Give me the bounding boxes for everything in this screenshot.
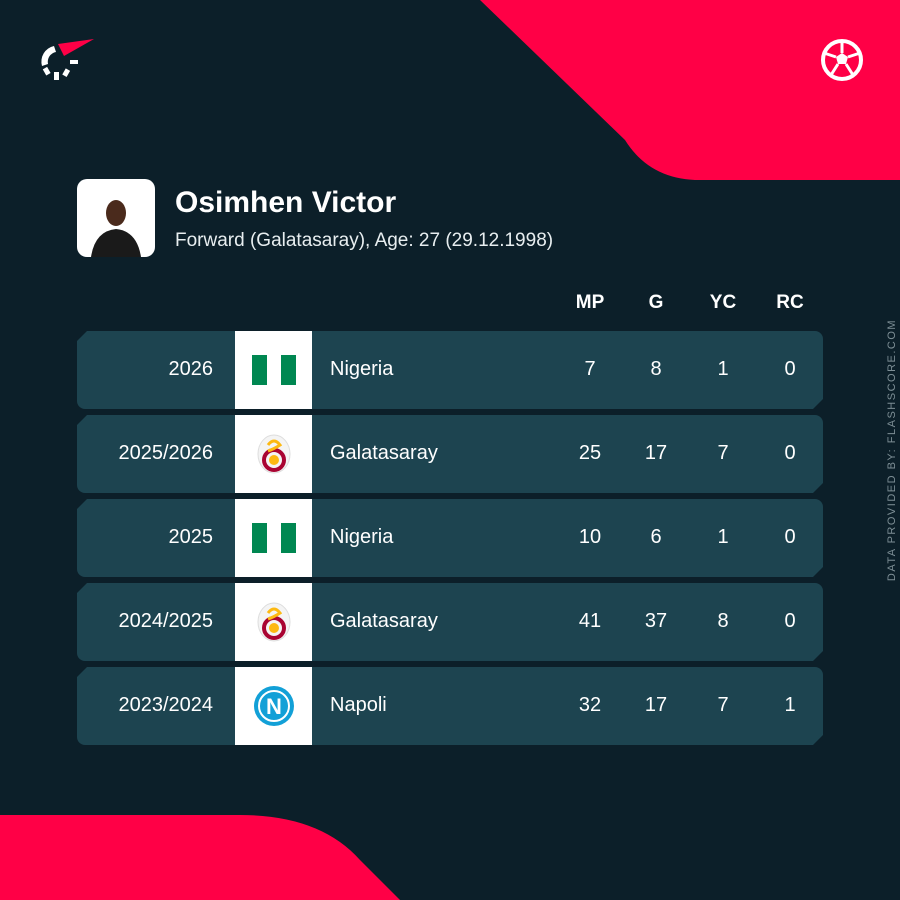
team-logo [235,331,312,409]
header-yc: YC [709,292,737,313]
stat-yc: 7 [717,442,729,464]
stat-g: 17 [644,442,668,464]
galatasaray-crest-icon [256,433,292,475]
stat-mp: 41 [578,610,602,632]
stat-g: 8 [650,358,662,380]
stat-mp: 7 [584,358,596,380]
player-photo [77,179,155,257]
team-name: Napoli [330,694,387,716]
stat-g: 37 [644,610,668,632]
team-name: Galatasaray [330,442,438,464]
stat-rc: 0 [784,610,796,632]
stat-g: 6 [650,526,662,548]
stat-mp: 32 [578,694,602,716]
galatasaray-crest-icon [256,601,292,643]
header-rc: RC [776,292,804,313]
table-row: 2025 Nigeria 10 6 1 0 [77,499,823,577]
table-row: 2024/2025 Galatasaray 41 37 8 0 [77,583,823,661]
data-credit: DATA PROVIDED BY: FLASHSCORE.COM [886,318,898,582]
season: 2025 [168,526,213,548]
table-row: 2023/2024 N Napoli 32 17 7 1 [77,667,823,745]
stat-mp: 25 [578,442,602,464]
table-row: 2025/2026 Galatasaray 25 17 7 0 [77,415,823,493]
season: 2025/2026 [118,442,213,464]
player-name: Osimhen Victor [175,186,397,219]
stat-rc: 0 [784,358,796,380]
season: 2024/2025 [118,610,213,632]
header-mp: MP [575,292,605,313]
napoli-crest-icon: N [253,685,295,727]
team-logo [235,499,312,577]
season: 2023/2024 [118,694,213,716]
header-g: G [648,292,664,313]
stat-yc: 1 [717,526,729,548]
stat-yc: 8 [717,610,729,632]
nigeria-flag-icon [252,523,296,553]
team-logo [235,415,312,493]
stat-rc: 0 [784,442,796,464]
team-logo [235,583,312,661]
stat-rc: 0 [784,526,796,548]
flashscore-logo-icon [41,39,94,80]
team-name: Nigeria [330,358,394,380]
soccer-ball-icon [821,39,863,81]
nigeria-flag-icon [252,355,296,385]
stat-rc: 1 [784,694,796,716]
player-details: Forward (Galatasaray), Age: 27 (29.12.19… [175,230,554,251]
stat-yc: 1 [717,358,729,380]
stat-mp: 10 [578,526,602,548]
table-row: 2026 Nigeria 7 8 1 0 [77,331,823,409]
team-name: Galatasaray [330,610,438,632]
team-name: Nigeria [330,526,394,548]
stat-g: 17 [644,694,668,716]
stat-yc: 7 [717,694,729,716]
team-logo: N [235,667,312,745]
season: 2026 [168,358,213,380]
svg-text:N: N [266,694,282,719]
